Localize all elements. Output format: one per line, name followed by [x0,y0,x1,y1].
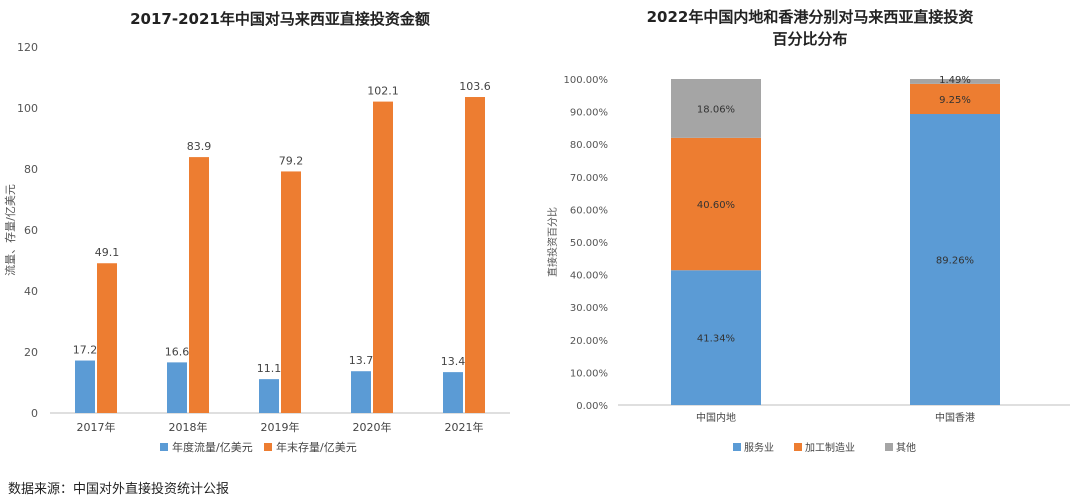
legend-label: 加工制造业 [805,441,855,454]
chart2-svg: 0.00% 10.00% 20.00% 30.00% 40.00% 50.00% 60.00… [546,75,1070,454]
y-tick-label: 30.00% [570,303,608,314]
chart2-title: 2022年中国内地和香港分别对马来西亚直接投资 百分比分布 [540,6,1080,50]
y-tick-label: 20 [24,346,38,359]
stack-segment-2 [671,79,761,138]
legend-swatch [794,443,802,451]
legend-swatch [733,443,741,451]
bar-flow [259,379,279,413]
bar-stock [465,97,485,414]
stack-segment-1 [671,137,761,271]
legend-swatch [885,443,893,451]
x-tick-label: 中国内地 [696,411,736,424]
bar-stock [189,157,209,413]
y-tick-label: 20.00% [570,336,608,347]
data-label: 102.1 [367,85,399,98]
x-tick-label: 2020年 [353,420,392,434]
data-label: 1.49% [939,75,971,86]
x-tick-label: 2018年 [169,420,208,434]
y-tick-label: 100 [17,102,38,115]
data-label: 89.26% [936,256,974,267]
y-tick-label: 10.00% [570,368,608,379]
y-axis-label: 流量、存量/亿美元 [3,184,17,276]
data-label: 83.9 [187,140,212,153]
legend-label: 其他 [896,441,916,454]
legend-label: 年末存量/亿美元 [276,440,357,454]
data-label: 18.06% [697,104,735,115]
stack-segment-0 [910,114,1000,406]
legend-swatch [264,443,272,451]
y-tick-label: 100.00% [564,75,609,86]
stack-segment-2 [910,79,1000,84]
y-tick-label: 40.00% [570,271,608,282]
y-tick-label: 60.00% [570,205,608,216]
legend-label: 服务业 [744,441,774,454]
y-tick-label: 50.00% [570,238,608,249]
source-note: 数据来源：中国对外直接投资统计公报 [8,482,230,497]
chart1-svg: 0 20 40 60 80 100 120 流量、存量/亿美元 17.2 49.1 2017年 16.… [3,41,510,454]
x-tick-label: 中国香港 [935,411,975,424]
y-tick-label: 120 [17,41,38,54]
chart1-title: 2017-2021年中国对马来西亚直接投资金额 [130,10,430,28]
y-tick-label: 90.00% [570,108,608,119]
data-label: 13.7 [349,354,374,367]
chart2-title-line1: 2022年中国内地和香港分别对马来西亚直接投资 [646,8,974,26]
data-label: 41.34% [697,334,735,345]
bar-stock [281,171,301,413]
data-label: 79.2 [279,154,304,167]
data-label: 9.25% [939,95,971,106]
bar-stock [373,101,393,413]
legend-label: 年度流量/亿美元 [172,440,253,454]
data-label: 16.6 [165,345,190,358]
data-label: 11.1 [257,362,282,375]
y-tick-label: 80 [24,163,38,176]
data-label: 13.4 [441,355,466,368]
bar-stock [97,263,117,413]
data-label: 40.60% [697,200,735,211]
legend-swatch [160,443,168,451]
bar-flow [351,371,371,413]
y-tick-label: 60 [24,224,38,237]
x-tick-label: 2021年 [445,420,484,434]
x-tick-label: 2017年 [77,420,116,434]
stack-segment-0 [671,270,761,405]
y-tick-label: 80.00% [570,140,608,151]
y-tick-label: 0.00% [576,401,608,412]
chart2-title-line2: 百分比分布 [772,30,848,48]
stack-segment-1 [910,83,1000,115]
bar-flow [167,362,187,413]
y-tick-label: 0 [31,407,38,420]
data-label: 49.1 [95,246,120,259]
y-axis-label: 直接投资百分比 [546,207,559,277]
x-tick-label: 2019年 [261,420,300,434]
data-label: 103.6 [459,80,491,93]
bar-flow [443,372,463,413]
data-label: 17.2 [73,344,98,357]
bar-flow [75,360,95,413]
y-tick-label: 40 [24,285,38,298]
y-tick-label: 70.00% [570,173,608,184]
